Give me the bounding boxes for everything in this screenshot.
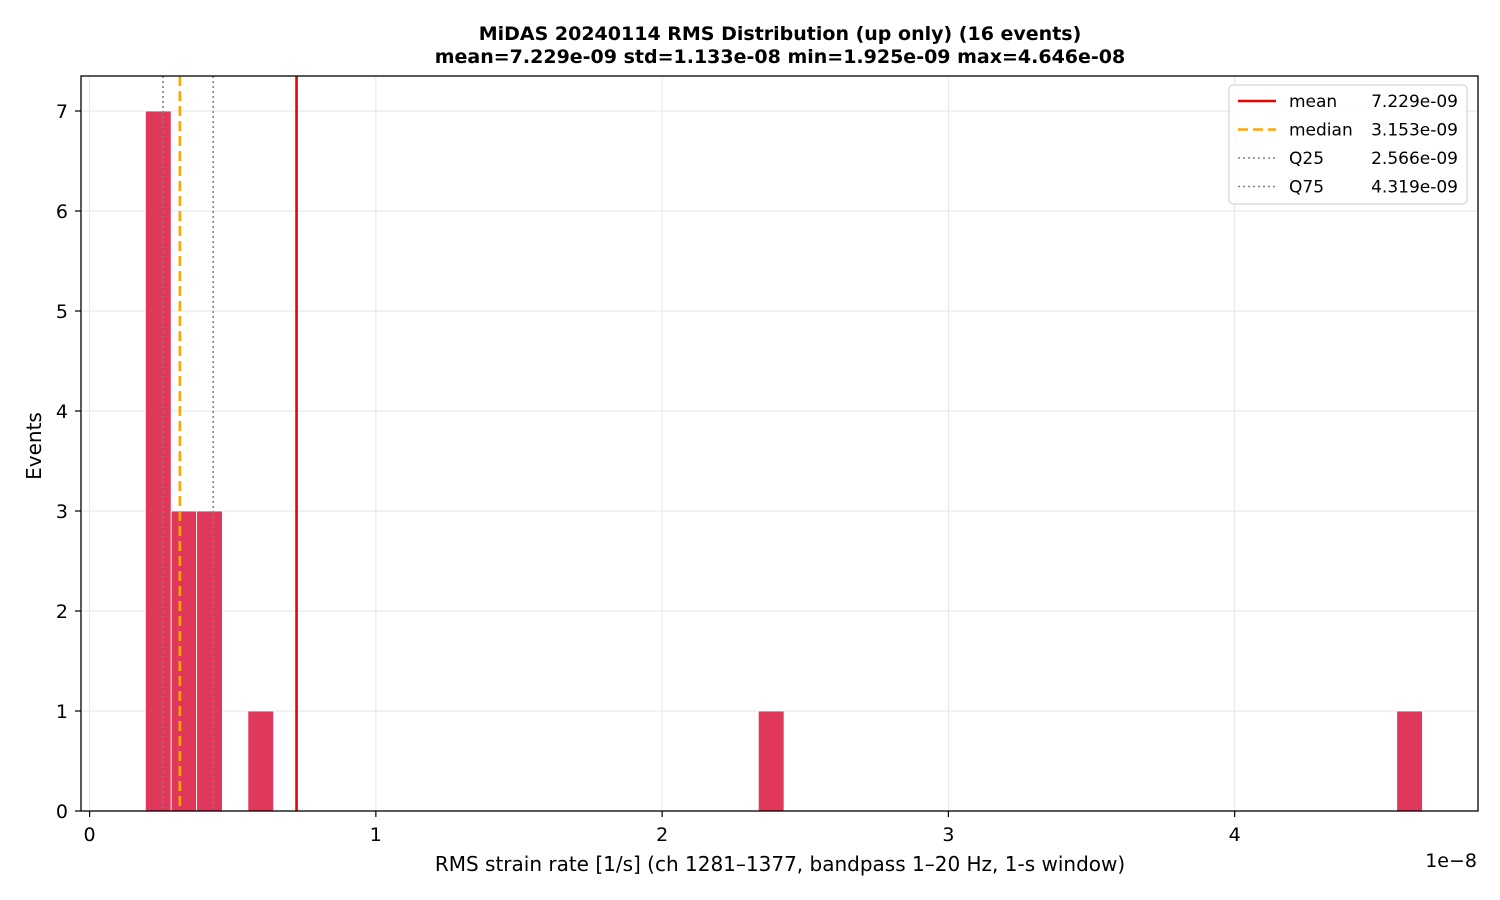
x-axis-ticks: 0 1 2 3 4 [84,811,1241,846]
y-tick-label-5: 5 [56,301,68,323]
y-tick-label-3: 3 [56,501,68,523]
y-axis-label: Events [22,412,46,480]
x-tick-label-0: 0 [84,824,96,846]
histogram-bar-4 [757,710,785,812]
histogram-bar-2 [196,510,223,812]
legend-label-median: median [1289,121,1353,141]
legend-value-median: 3.153e-09 [1371,121,1458,141]
y-tick-label-1: 1 [56,701,68,723]
legend-label-q75: Q75 [1289,178,1324,198]
histogram-bars [145,110,1423,812]
y-tick-label-6: 6 [56,201,68,223]
legend-value-q75: 4.319e-09 [1371,178,1458,198]
histogram-bar-0 [145,110,172,812]
y-tick-label-4: 4 [56,401,68,423]
legend-label-q25: Q25 [1289,149,1324,169]
x-tick-label-4: 4 [1229,824,1241,846]
histogram-bar-1 [170,510,198,812]
y-tick-label-0: 0 [56,801,68,823]
chart-title: MiDAS 20240114 RMS Distribution (up only… [479,23,1082,45]
y-tick-label-2: 2 [56,601,68,623]
chart-subtitle: mean=7.229e-09 std=1.133e-08 min=1.925e-… [435,46,1126,68]
histogram-bar-3 [247,710,275,812]
y-tick-label-7: 7 [56,101,68,123]
legend: mean 7.229e-09 median 3.153e-09 Q25 2.566e-09… [1228,84,1468,205]
x-tick-label-1: 1 [370,824,382,846]
reference-lines [162,76,298,811]
x-axis-offset-label: 1e−8 [1425,850,1477,872]
legend-value-q25: 2.566e-09 [1371,149,1458,169]
histogram-bar-5 [1396,710,1423,812]
legend-box [1228,84,1468,205]
legend-label-mean: mean [1289,92,1337,112]
legend-value-mean: 7.229e-09 [1371,92,1458,112]
x-tick-label-3: 3 [942,824,954,846]
y-axis-ticks: 0 1 2 3 4 5 6 7 [56,101,81,823]
x-axis-label: RMS strain rate [1/s] (ch 1281–1377, ban… [435,852,1125,876]
plot-area-frame [80,75,1479,812]
x-tick-label-2: 2 [656,824,668,846]
